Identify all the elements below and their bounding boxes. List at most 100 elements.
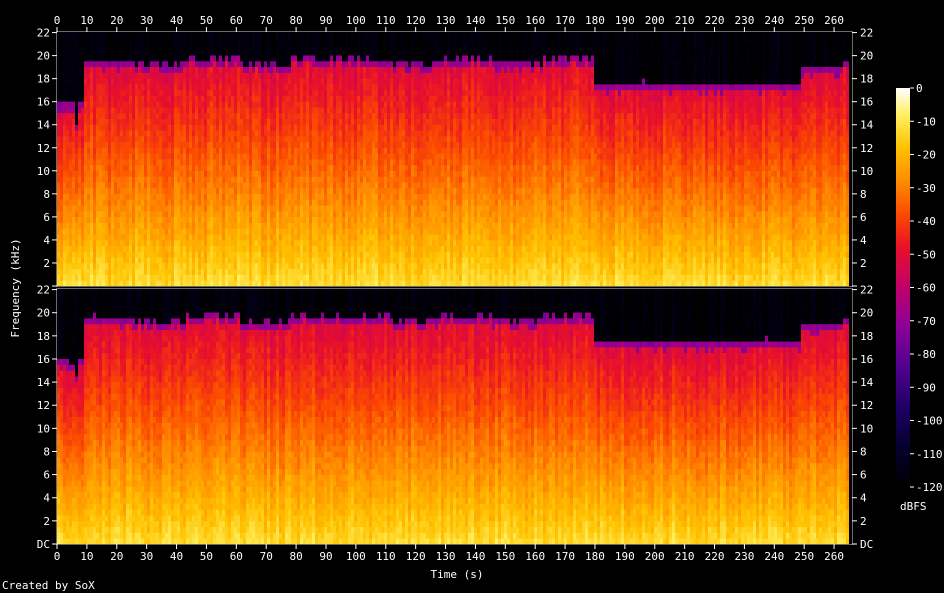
spectrogram-cell — [60, 142, 63, 148]
spectrogram-cell — [111, 188, 114, 194]
spectrogram-cell — [93, 257, 96, 263]
spectrogram-cell — [132, 90, 135, 96]
spectrogram-cell — [153, 96, 156, 102]
spectrogram-cell — [117, 165, 120, 171]
spectrogram-cell — [117, 205, 120, 211]
spectrogram-cell — [150, 38, 153, 44]
spectrogram-cell — [96, 263, 99, 269]
spectrogram-cell — [87, 263, 90, 269]
spectrogram-cell — [153, 78, 156, 84]
spectrogram-cell — [174, 257, 177, 263]
spectrogram-cell — [177, 101, 180, 107]
spectrogram-cell — [162, 176, 165, 182]
spectrogram-cell — [99, 263, 102, 269]
spectrogram-cell — [72, 147, 75, 153]
spectrogram-cell — [108, 78, 111, 84]
spectrogram-cell — [87, 78, 90, 84]
spectrogram-cell — [180, 159, 183, 165]
spectrogram-cell — [129, 153, 132, 159]
spectrogram-cell — [72, 119, 75, 125]
spectrogram-cell — [129, 211, 132, 217]
spectrogram-cell — [93, 280, 96, 286]
spectrogram-column — [57, 32, 60, 286]
spectrogram-cell — [141, 240, 144, 246]
spectrogram-cell — [147, 55, 150, 61]
spectrogram-cell — [126, 61, 129, 67]
spectrogram-cell — [60, 240, 63, 246]
spectrogram-cell — [87, 165, 90, 171]
spectrogram-cell — [99, 113, 102, 119]
spectrogram-cell — [102, 101, 105, 107]
spectrogram-cell — [147, 107, 150, 113]
spectrogram-cell — [69, 136, 72, 142]
spectrogram-cell — [123, 176, 126, 182]
spectrogram-cell — [141, 119, 144, 125]
spectrogram-column — [69, 32, 72, 286]
spectrogram-cell — [159, 280, 162, 286]
spectrogram-cell — [63, 217, 66, 223]
spectrogram-cell — [129, 49, 132, 55]
spectrogram-cell — [144, 136, 147, 142]
spectrogram-cell — [114, 246, 117, 252]
spectrogram-cell — [108, 246, 111, 252]
spectrogram-cell — [99, 61, 102, 67]
spectrogram-cell — [123, 130, 126, 136]
spectrogram-cell — [132, 78, 135, 84]
spectrogram-cell — [159, 274, 162, 280]
spectrogram-cell — [57, 199, 60, 205]
spectrogram-cell — [87, 130, 90, 136]
spectrogram-cell — [63, 147, 66, 153]
spectrogram-cell — [57, 223, 60, 229]
spectrogram-cell — [81, 55, 84, 61]
spectrogram-cell — [114, 119, 117, 125]
spectrogram-cell — [90, 211, 93, 217]
spectrogram-cell — [84, 165, 87, 171]
spectrogram-cell — [153, 228, 156, 234]
spectrogram-cell — [69, 194, 72, 200]
spectrogram-cell — [168, 44, 171, 50]
spectrogram-cell — [132, 176, 135, 182]
spectrogram-cell — [87, 234, 90, 240]
spectrogram-cell — [120, 246, 123, 252]
spectrogram-cell — [135, 147, 138, 153]
spectrogram-cell — [111, 269, 114, 275]
spectrogram-cell — [144, 44, 147, 50]
spectrogram-cell — [66, 38, 69, 44]
spectrogram-cell — [126, 113, 129, 119]
spectrogram-cell — [165, 205, 168, 211]
spectrogram-cell — [114, 101, 117, 107]
spectrogram-cell — [63, 44, 66, 50]
spectrogram-cell — [90, 153, 93, 159]
spectrogram-cell — [90, 61, 93, 67]
spectrogram-cell — [99, 280, 102, 286]
spectrogram-cell — [138, 124, 141, 130]
spectrogram-cell — [108, 90, 111, 96]
channel-1-spectrogram — [57, 32, 852, 286]
spectrogram-cell — [159, 49, 162, 55]
spectrogram-cell — [144, 124, 147, 130]
spectrogram-cell — [90, 251, 93, 257]
spectrogram-cell — [117, 124, 120, 130]
spectrogram-cell — [60, 205, 63, 211]
spectrogram-cell — [153, 142, 156, 148]
spectrogram-cell — [180, 211, 183, 217]
spectrogram-cell — [87, 101, 90, 107]
spectrogram-cell — [114, 90, 117, 96]
spectrogram-column — [72, 32, 75, 286]
spectrogram-cell — [168, 107, 171, 113]
spectrogram-cell — [138, 211, 141, 217]
spectrogram-cell — [84, 246, 87, 252]
spectrogram-cell — [81, 78, 84, 84]
spectrogram-cell — [93, 67, 96, 73]
spectrogram-cell — [177, 199, 180, 205]
spectrogram-cell — [72, 257, 75, 263]
spectrogram-cell — [102, 165, 105, 171]
spectrogram-cell — [108, 67, 111, 73]
spectrogram-cell — [114, 165, 117, 171]
spectrogram-cell — [153, 176, 156, 182]
spectrogram-cell — [156, 176, 159, 182]
spectrogram-cell — [81, 84, 84, 90]
spectrogram-cell — [63, 49, 66, 55]
spectrogram-cell — [81, 176, 84, 182]
spectrogram-cell — [57, 153, 60, 159]
